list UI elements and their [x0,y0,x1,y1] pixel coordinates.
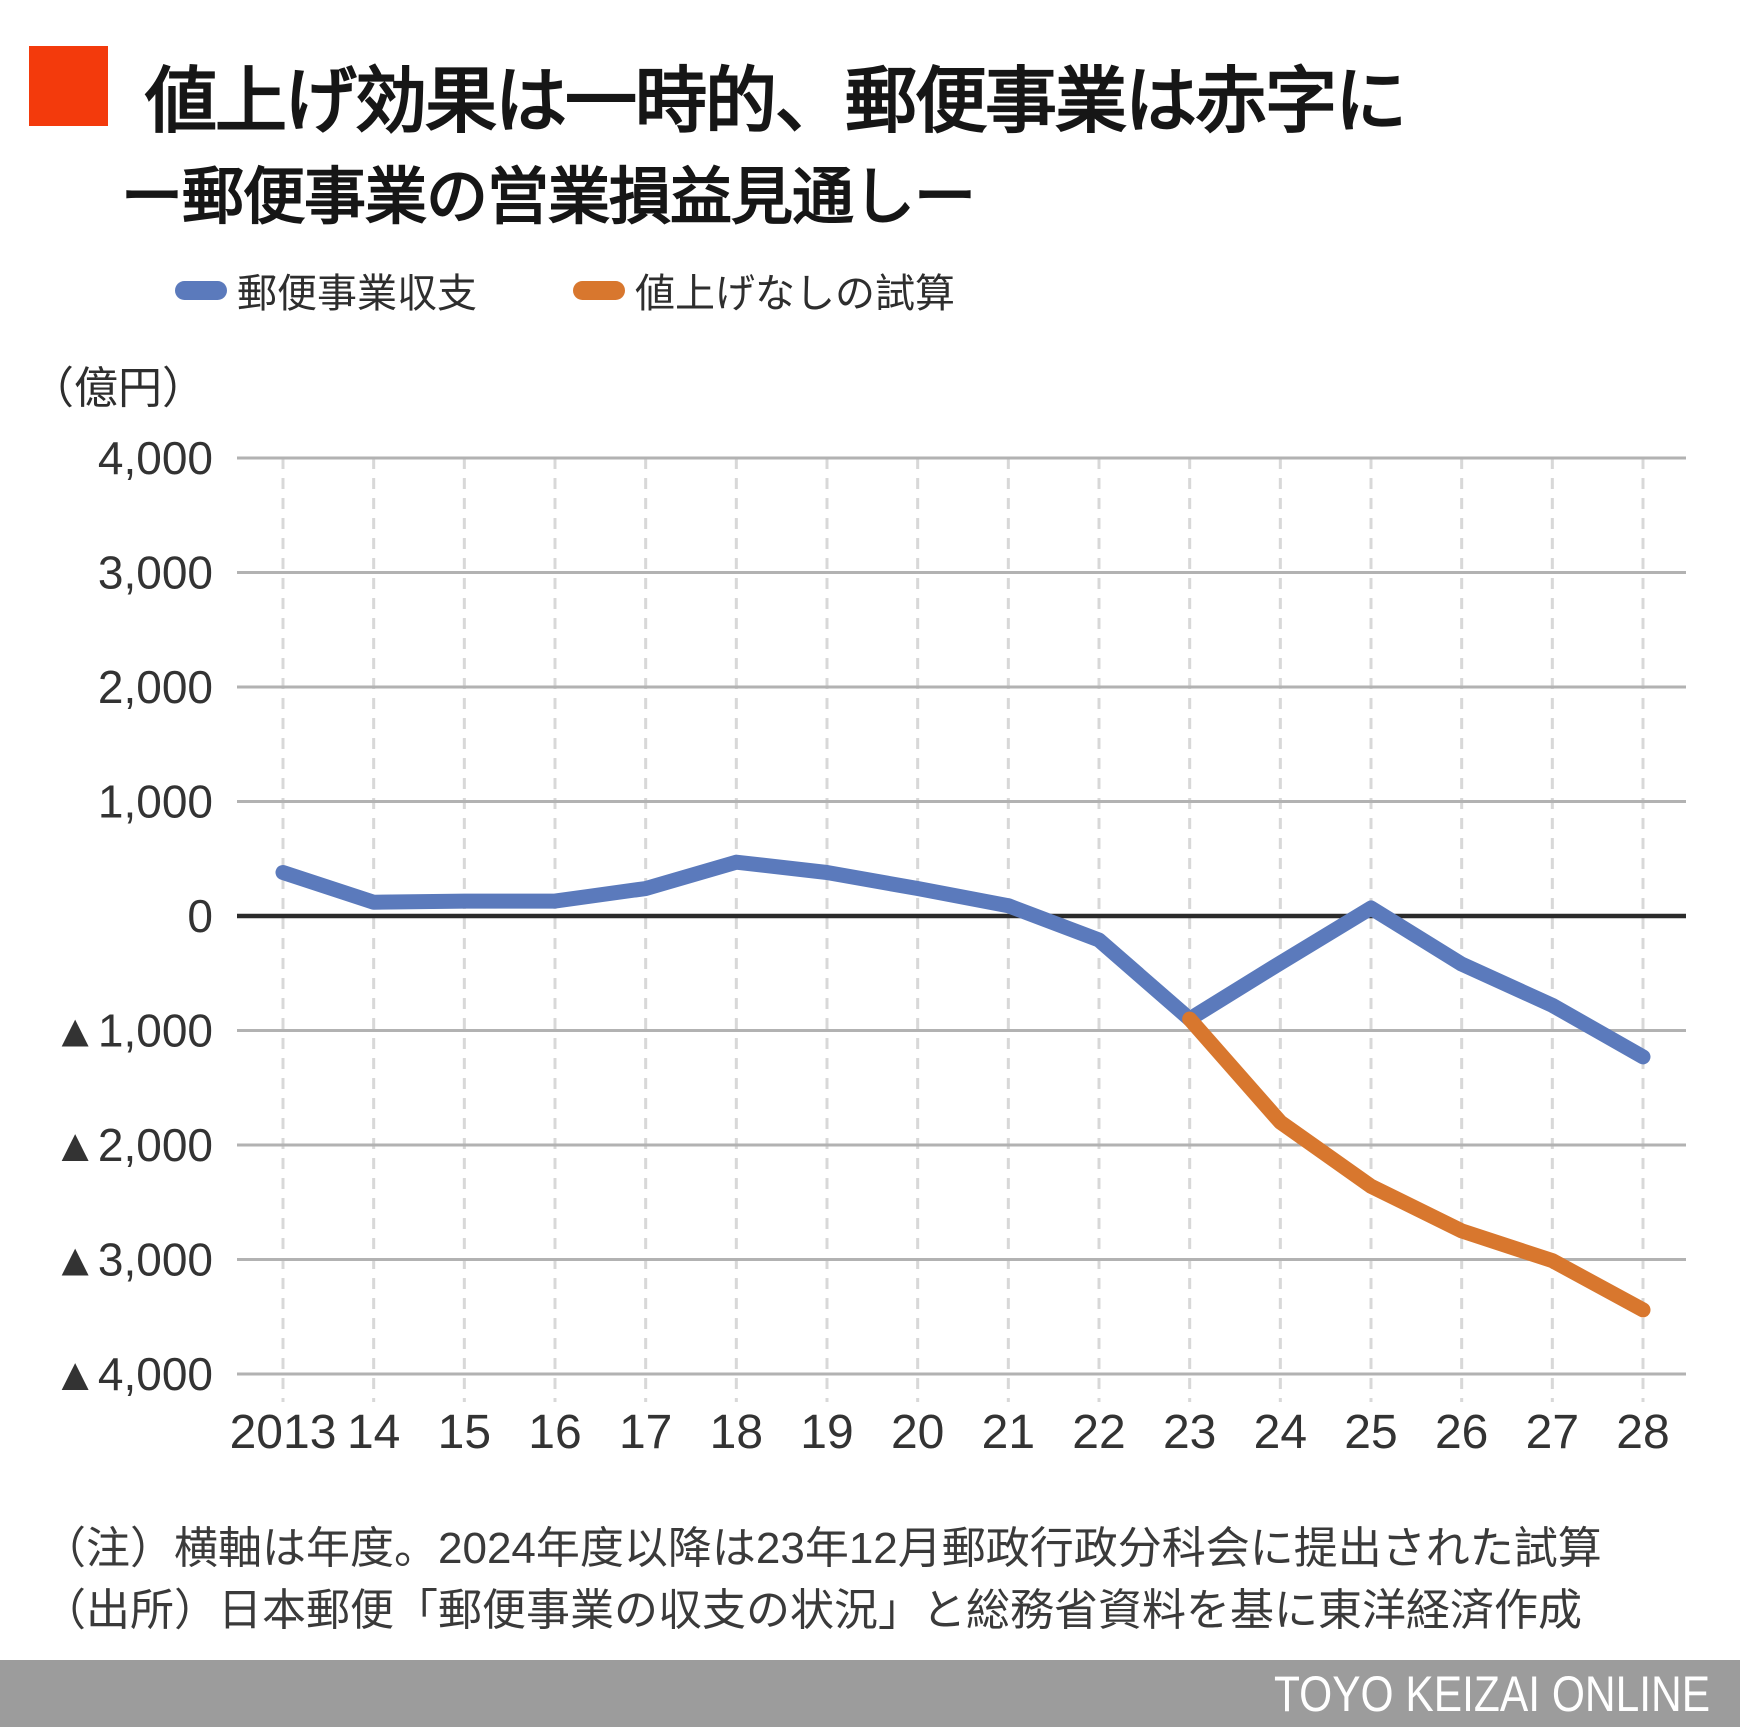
y-tick-label: ▲3,000 [52,1234,213,1286]
x-tick-label: 19 [800,1406,853,1459]
brand-text: TOYO KEIZAI ONLINE [1273,1665,1710,1722]
x-tick-label: 23 [1163,1406,1216,1459]
x-tick-label: 26 [1435,1406,1488,1459]
y-tick-label: 0 [187,890,213,942]
y-tick-label: ▲2,000 [52,1119,213,1171]
footer-bar: TOYO KEIZAI ONLINE [0,1660,1740,1727]
legend: 郵便事業収支 値上げなしの試算 [175,262,955,318]
note-line-2: （出所）日本郵便「郵便事業の収支の状況」と総務省資料を基に東洋経済作成 [42,1586,1582,1635]
legend-label-postal-balance: 郵便事業収支 [237,272,477,316]
x-tick-label: 28 [1616,1406,1669,1459]
x-tick-label: 21 [982,1406,1035,1459]
y-axis-unit-label: （億円） [30,364,206,413]
y-tick-label: 1,000 [98,776,213,828]
x-tick-label: 18 [710,1406,763,1459]
x-tick-label: 22 [1072,1406,1125,1459]
legend-item-no-price-hike: 値上げなしの試算 [573,261,955,319]
page-title: 値上げ効果は一時的、郵便事業は赤字に [145,62,1407,142]
y-tick-label: 2,000 [98,661,213,713]
x-tick-label: 25 [1344,1406,1397,1459]
series-line-postal-balance [275,854,1651,1065]
x-tick-label: 17 [619,1406,672,1459]
series-line-no-price-hike [1182,1011,1651,1318]
y-tick-label: 4,000 [98,432,213,484]
legend-label-no-price-hike: 値上げなしの試算 [635,272,955,316]
note-line-1: （注）横軸は年度。2024年度以降は23年12月郵政行政分科会に提出された試算 [42,1524,1602,1573]
x-tick-label: 20 [891,1406,944,1459]
x-tick-label: 27 [1526,1406,1579,1459]
x-tick-label: 14 [347,1406,400,1459]
legend-swatch-postal-balance [175,280,227,300]
legend-item-postal-balance: 郵便事業収支 [175,261,477,319]
y-tick-label: ▲4,000 [52,1348,213,1400]
x-tick-label: 16 [528,1406,581,1459]
accent-square [29,46,108,126]
x-tick-label: 24 [1254,1406,1307,1459]
vertical-gridlines [281,458,1645,1402]
y-tick-label: ▲1,000 [52,1005,213,1057]
x-tick-label: 15 [438,1406,491,1459]
y-tick-label: 3,000 [98,547,213,599]
x-tick-label: 2013 [230,1406,337,1459]
page-subtitle: ー郵便事業の営業損益見通しー [121,163,976,232]
legend-swatch-no-price-hike [573,280,625,300]
